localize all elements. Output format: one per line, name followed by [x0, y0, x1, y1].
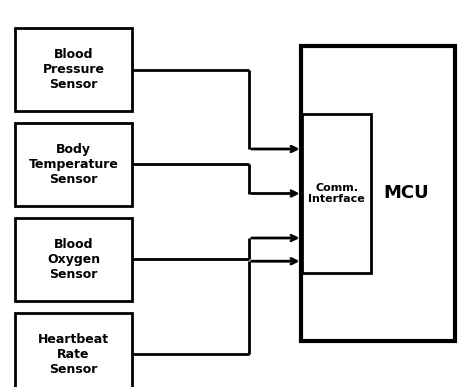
Text: Body
Temperature
Sensor: Body Temperature Sensor: [28, 143, 118, 186]
Text: Blood
Oxygen
Sensor: Blood Oxygen Sensor: [47, 238, 100, 281]
Text: Blood
Pressure
Sensor: Blood Pressure Sensor: [43, 48, 104, 91]
Bar: [16, 123, 131, 206]
Text: Comm.
Interface: Comm. Interface: [309, 183, 365, 204]
Bar: [301, 46, 455, 341]
Bar: [16, 313, 131, 387]
Bar: [16, 28, 131, 111]
Text: MCU: MCU: [383, 185, 428, 202]
Text: Heartbeat
Rate
Sensor: Heartbeat Rate Sensor: [38, 332, 109, 376]
Bar: [16, 217, 131, 301]
Bar: [302, 114, 371, 273]
